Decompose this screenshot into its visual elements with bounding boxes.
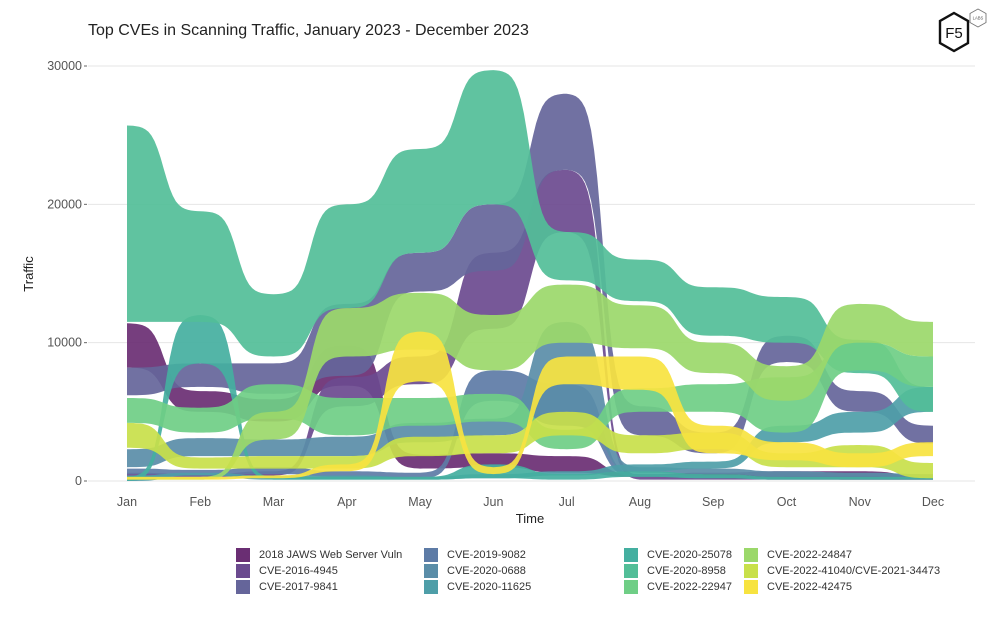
x-tick-label: Sep <box>702 495 724 509</box>
x-axis-title: Time <box>516 511 544 526</box>
ribbons <box>127 70 933 481</box>
ribbon-cve-2022-41040-cve-2021-34473 <box>127 411 933 479</box>
legend-swatch <box>424 547 438 562</box>
legend-swatch <box>236 547 250 562</box>
chart-title: Top CVEs in Scanning Traffic, January 20… <box>88 22 529 39</box>
ribbon-cve-2020-0688 <box>127 321 933 479</box>
legend-item: CVE-2022-22947 <box>624 579 744 594</box>
x-tick-label: Aug <box>629 495 651 509</box>
x-tick-label: Jul <box>559 495 575 509</box>
legend-swatch <box>744 547 758 562</box>
legend: 2018 JAWS Web Server Vuln CVE-2019-9082 CV… <box>236 547 944 594</box>
legend-swatch <box>424 579 438 594</box>
y-axis-ticks: 0 10000 20000 30000 <box>47 59 87 488</box>
legend-item: CVE-2016-4945 <box>236 563 424 578</box>
legend-label: CVE-2022-42475 <box>767 580 853 593</box>
legend-item: 2018 JAWS Web Server Vuln <box>236 547 424 562</box>
y-tick-label: 30000 <box>47 59 82 73</box>
legend-item: CVE-2020-0688 <box>424 563 624 578</box>
ribbon-cve-2022-22947 <box>127 342 933 450</box>
legend-item: CVE-2020-11625 <box>424 579 624 594</box>
x-tick-label: Jan <box>117 495 137 509</box>
legend-label: 2018 JAWS Web Server Vuln <box>259 548 403 561</box>
legend-label: CVE-2017-9841 <box>259 580 338 593</box>
logo-hexagon <box>938 11 970 53</box>
ribbon-cve-2022-24847 <box>127 284 933 480</box>
ribbon-cve-2020-8958 <box>127 70 933 412</box>
y-axis-title: Traffic <box>21 256 36 292</box>
y-tick-label: 0 <box>75 474 82 488</box>
ribbon-cve-2022-42475 <box>127 331 933 480</box>
legend-label: CVE-2020-11625 <box>447 580 532 593</box>
plot-area: 0 10000 20000 30000 Jan Feb Mar Apr May Jun Jul Au… <box>21 59 975 526</box>
logo-text: F5 <box>945 25 963 42</box>
x-tick-label: Feb <box>189 495 211 509</box>
legend-item: CVE-2017-9841 <box>236 579 424 594</box>
x-tick-label: May <box>408 495 432 509</box>
legend-item: CVE-2022-42475 <box>744 579 944 594</box>
x-tick-label: Dec <box>922 495 944 509</box>
legend-swatch <box>624 547 638 562</box>
legend-item: CVE-2022-41040/CVE-2021-34473 <box>744 563 944 578</box>
ribbon-cve-2017-9841 <box>127 93 933 454</box>
x-axis-ticks: Jan Feb Mar Apr May Jun Jul Aug Sep Oct Nov Dec <box>117 495 944 509</box>
legend-swatch <box>424 563 438 578</box>
legend-item: CVE-2022-24847 <box>744 547 944 562</box>
x-tick-label: Apr <box>337 495 356 509</box>
legend-label: CVE-2019-9082 <box>447 548 526 561</box>
y-tick-label: 10000 <box>47 336 82 350</box>
x-tick-label: Jun <box>483 495 503 509</box>
legend-label: CVE-2020-25078 <box>647 548 733 561</box>
legend-item: CVE-2019-9082 <box>424 547 624 562</box>
legend-item: CVE-2020-25078 <box>624 547 744 562</box>
legend-swatch <box>744 563 758 578</box>
legend-label: CVE-2022-24847 <box>767 548 853 561</box>
f5-labs-logo: F5 LABS <box>938 8 987 53</box>
legend-label: CVE-2020-8958 <box>647 564 726 577</box>
y-tick-label: 20000 <box>47 197 82 211</box>
legend-swatch <box>236 563 250 578</box>
ribbon-cve-2020-25078 <box>127 315 933 481</box>
x-tick-label: Nov <box>849 495 872 509</box>
legend-label: CVE-2020-0688 <box>447 564 526 577</box>
legend-label: CVE-2016-4945 <box>259 564 338 577</box>
legend-swatch <box>624 563 638 578</box>
x-tick-label: Oct <box>777 495 797 509</box>
ribbon-cve-2020-11625 <box>127 386 933 481</box>
legend-label: CVE-2022-22947 <box>647 580 733 593</box>
legend-swatch <box>236 579 250 594</box>
logo-badge-text: LABS <box>973 16 984 21</box>
legend-swatch <box>624 579 638 594</box>
x-tick-label: Mar <box>263 495 285 509</box>
logo-badge-hexagon <box>969 8 987 28</box>
legend-item: CVE-2020-8958 <box>624 563 744 578</box>
legend-swatch <box>744 579 758 594</box>
legend-label: CVE-2022-41040/CVE-2021-34473 <box>767 564 941 577</box>
